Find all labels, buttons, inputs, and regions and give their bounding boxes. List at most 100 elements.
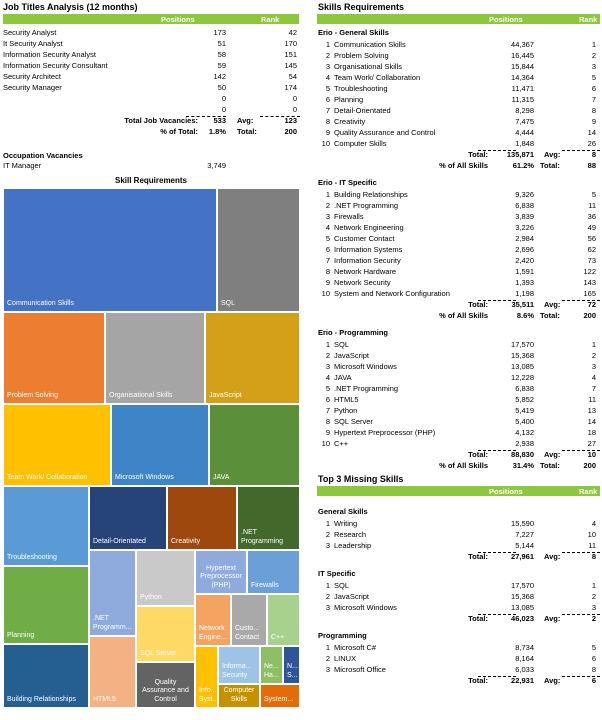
avg-value: 2 — [591, 614, 596, 623]
skill-rank: 11 — [588, 541, 596, 550]
divider — [562, 614, 600, 615]
total2-value: 200 — [284, 127, 297, 136]
skill-row: 5 .NET Programming 6,838 7 — [318, 384, 600, 394]
total2-value: 88 — [587, 161, 596, 170]
divider — [562, 676, 600, 677]
job-titles-header: Positions Rank — [3, 14, 299, 24]
skill-rank: 9 — [591, 117, 596, 126]
treemap-tile: Organisational Skills — [105, 312, 205, 404]
skill-rank: 1 — [591, 340, 596, 349]
skill-name: Microsoft Office — [334, 665, 386, 674]
skill-num: 2 — [325, 201, 330, 210]
treemap-tile: Info... Syst... — [195, 646, 218, 708]
skill-name: Microsoft Windows — [334, 603, 397, 612]
skill-positions: 2,420 — [515, 256, 534, 265]
total-label: Total: — [468, 300, 488, 309]
job-title-positions: 50 — [217, 83, 226, 92]
avg-label: Avg: — [544, 300, 561, 309]
skill-num: 10 — [321, 439, 330, 448]
skill-row: 4 JAVA 12,228 4 — [318, 373, 600, 383]
skill-positions: 17,570 — [511, 581, 534, 590]
skill-row: 10 C++ 2,938 27 — [318, 439, 600, 449]
skill-rank: 10 — [587, 530, 596, 539]
skill-name: SQL — [334, 581, 350, 590]
skill-name: C++ — [334, 439, 349, 448]
skill-positions: 2,938 — [515, 439, 534, 448]
skill-row: 6 Information Systems 2,696 62 — [318, 245, 600, 255]
skill-rank: 11 — [588, 395, 596, 404]
skill-row: 8 Network Hardware 1,591 122 — [318, 267, 600, 277]
treemap-tile-label: HTML5 — [93, 695, 116, 703]
skill-num: 3 — [325, 362, 330, 371]
skill-positions: 2,696 — [515, 245, 534, 254]
job-pct-row: % of Total: 1.8% Total: 200 — [3, 127, 299, 137]
skill-row: 7 Python 5,419 13 — [318, 406, 600, 416]
occupation-title: Occupation Vacancies — [3, 151, 83, 160]
treemap-tile-label: Python — [140, 593, 162, 601]
skill-num: 8 — [325, 267, 330, 276]
pct-label: % of All Skills — [439, 161, 488, 170]
skill-num: 1 — [325, 643, 330, 652]
total-label: Total Job Vacancies: — [124, 116, 198, 125]
total-label: Total: — [468, 552, 488, 561]
skill-positions: 8,164 — [515, 654, 534, 663]
skill-positions: 11,315 — [511, 95, 534, 104]
avg-value: 8 — [591, 552, 596, 561]
skill-row: 2 Problem Solving 16,445 2 — [318, 51, 600, 61]
col-rank: Rank — [579, 15, 598, 24]
avg-label: Avg: — [544, 614, 561, 623]
col-positions: Positions — [489, 15, 523, 24]
job-titles-title: Job Titles Analysis (12 months) — [3, 2, 138, 12]
skill-rank: 3 — [591, 362, 596, 371]
skill-name: SQL — [334, 340, 350, 349]
skill-rank: 27 — [587, 439, 596, 448]
skills-req-header: Positions Rank — [317, 14, 600, 24]
divider — [186, 116, 226, 117]
total-label: Total: — [468, 614, 488, 623]
treemap-tile-label: Ne... Ha... — [264, 663, 279, 679]
skill-rank: 8 — [591, 106, 596, 115]
skill-row: 6 HTML5 5,852 11 — [318, 395, 600, 405]
skill-positions: 1,848 — [515, 139, 534, 148]
skill-row: 1 Communication Skills 44,367 1 — [318, 40, 600, 50]
occupation-name: IT Manager — [3, 161, 42, 170]
skill-rank: 143 — [583, 278, 596, 287]
skill-num: 2 — [325, 51, 330, 60]
treemap-tile-label: Quality Assurance and Control — [142, 678, 189, 703]
treemap-tile-label: Microsoft Windows — [115, 473, 174, 481]
divider — [562, 300, 600, 301]
total-value: 27,961 — [511, 552, 534, 561]
skill-row: 5 Troubleshooting 11,471 6 — [318, 84, 600, 94]
occupation-value: 3,749 — [207, 161, 226, 170]
skill-rank: 11 — [588, 201, 596, 210]
treemap-tile: Network Engine... — [195, 594, 231, 646]
pct-label: % of All Skills — [439, 461, 488, 470]
divider — [478, 676, 516, 677]
skill-name: Problem Solving — [334, 51, 389, 60]
group-total-row: Total: 135,871 Avg: 8 — [318, 150, 600, 160]
skill-num: 3 — [325, 665, 330, 674]
treemap-tile: Creativity — [167, 486, 237, 550]
skill-positions: 7,475 — [515, 117, 534, 126]
skill-name: Customer Contact — [334, 234, 395, 243]
skill-num: 3 — [325, 603, 330, 612]
skill-num: 1 — [325, 40, 330, 49]
divider — [478, 552, 516, 553]
treemap-tile: System... — [260, 684, 300, 708]
job-title-positions: 0 — [221, 94, 226, 103]
total-value: 35,511 — [511, 300, 534, 309]
missing-header: Positions Rank — [317, 486, 600, 496]
group-total-row: Total: 46,023 Avg: 2 — [318, 614, 600, 624]
skill-positions: 13,085 — [511, 362, 534, 371]
total2-value: 200 — [583, 311, 596, 320]
skill-row: 2 JavaScript 15,368 2 — [318, 351, 600, 361]
job-title-positions: 0 — [221, 105, 226, 114]
skill-name: HTML5 — [334, 395, 359, 404]
skill-num: 7 — [325, 106, 330, 115]
total-label: Total: — [468, 150, 488, 159]
skill-num: 8 — [325, 417, 330, 426]
skills-req-title: Skills Requirements — [318, 2, 405, 12]
skill-row: 1 SQL 17,570 1 — [318, 340, 600, 350]
treemap-tile-label: Team Work/ Collaboration — [7, 473, 88, 481]
job-title-rank: 145 — [284, 61, 297, 70]
